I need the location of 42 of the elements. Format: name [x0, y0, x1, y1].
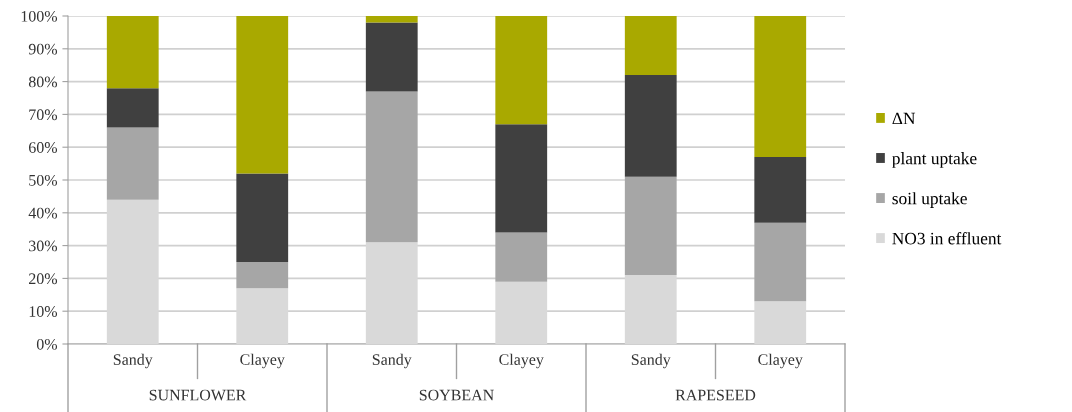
y-tick-label: 90% — [28, 43, 58, 55]
text: SUNFLOWER — [149, 389, 247, 401]
legend-label: NO3 in effluent — [892, 232, 1002, 245]
bar — [236, 16, 289, 174]
x-tick-label: Sandy — [113, 353, 153, 369]
bar — [754, 222, 807, 302]
legend-label: plant uptake — [892, 152, 977, 168]
bar — [624, 16, 677, 76]
bar — [624, 75, 677, 177]
bar — [106, 88, 159, 128]
bar — [624, 176, 677, 276]
y-tick-label: 10% — [29, 306, 58, 317]
bar — [236, 173, 289, 262]
y-tick-label: 100% — [21, 10, 58, 22]
x-tick-label: Sandy — [631, 353, 671, 369]
x-tick-label: Clayey — [240, 353, 285, 369]
legend-label: ΔN — [892, 112, 916, 125]
bar — [754, 157, 807, 223]
text: SOYBEAN — [419, 389, 494, 401]
legend-label: soil uptake — [892, 192, 967, 208]
bar — [495, 232, 548, 282]
bar — [365, 91, 418, 243]
text: RAPESEED — [675, 389, 756, 401]
x-tick-label: Clayey — [499, 353, 544, 369]
bar — [365, 16, 418, 23]
bar — [495, 124, 548, 233]
y-tick-label: 40% — [28, 207, 58, 219]
y-tick-label: 50% — [29, 174, 58, 186]
bar — [495, 16, 548, 125]
y-tick-label: 0% — [36, 338, 58, 350]
y-tick-label: 20% — [29, 273, 58, 285]
y-tick-label: 60% — [28, 142, 58, 153]
bar — [106, 127, 159, 200]
x-tick-label: Clayey — [758, 353, 803, 369]
bar — [106, 16, 159, 89]
bar — [365, 22, 418, 92]
bar — [754, 16, 807, 158]
y-tick-label: 70% — [29, 109, 58, 121]
x-tick-label: Sandy — [372, 353, 412, 369]
y-tick-label: 80% — [28, 76, 58, 88]
y-tick-label: 30% — [29, 240, 58, 252]
bar — [236, 262, 289, 289]
